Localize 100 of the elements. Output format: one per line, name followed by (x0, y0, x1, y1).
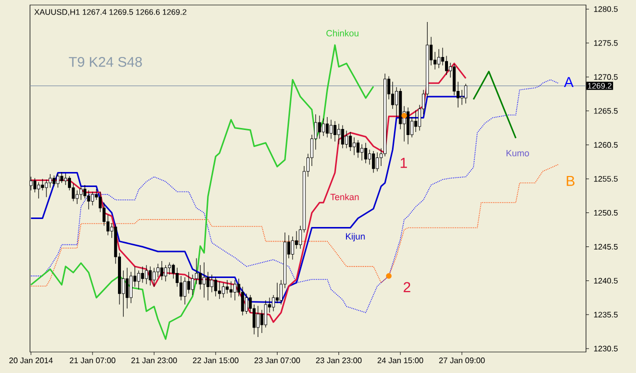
candlestick (64, 173, 68, 186)
x-tick-label: 23 Jan 07:00 (254, 358, 300, 364)
annotation: A (564, 77, 574, 87)
y-tick-label: 1270.5 (594, 74, 618, 80)
candlestick (141, 266, 144, 284)
x-tick-label: 24 Jan 15:00 (378, 358, 424, 364)
candlestick (76, 190, 79, 204)
annotation: T9 K24 S48 (68, 56, 142, 67)
candlestick (230, 281, 233, 298)
candlestick (318, 115, 322, 140)
x-tick-label: 22 Jan 15:00 (192, 358, 238, 364)
candlestick (226, 280, 229, 294)
candlestick (33, 178, 36, 193)
candlestick (333, 120, 336, 142)
candlestick (360, 144, 364, 161)
candlestick (214, 277, 218, 297)
candlestick (356, 140, 360, 158)
candlestick (37, 182, 40, 199)
annotation: Kumo (506, 150, 529, 156)
candlestick (364, 142, 368, 164)
annotation: Kijun (346, 232, 365, 242)
x-tick-label: 21 Jan 07:00 (70, 358, 116, 364)
candlestick (80, 186, 82, 200)
x-tick-label: 21 Jan 23:00 (131, 358, 177, 364)
y-tick-label: 1265.5 (594, 108, 618, 114)
candlestick (264, 300, 268, 328)
candlestick (91, 191, 94, 206)
candlestick (87, 190, 90, 210)
y-tick-label: 1230.5 (594, 346, 618, 352)
candlestick (60, 172, 64, 184)
candlestick (337, 124, 340, 145)
candlestick (233, 280, 236, 301)
candlestick (437, 48, 440, 68)
candlestick (414, 110, 418, 132)
candlestick (41, 178, 44, 191)
candlestick (348, 132, 352, 152)
candlestick (52, 175, 56, 187)
candlestick (460, 90, 464, 106)
candlestick (148, 266, 152, 286)
y-tick-label: 1250.5 (594, 210, 618, 216)
annotation: Chinkou (326, 30, 358, 36)
candlestick (291, 236, 294, 260)
candlestick (210, 274, 214, 293)
candlestick (130, 272, 132, 304)
y-tick-label: 1275.5 (594, 40, 618, 46)
ref-line-label: 1269.2 (588, 82, 612, 89)
candlestick (126, 268, 129, 309)
chart-title: XAUUSD,H1 1267.4 1269.5 1266.6 1269.2 (34, 9, 186, 16)
candlestick (83, 184, 86, 199)
candlestick (276, 282, 279, 304)
candlestick (198, 264, 202, 290)
candlestick (256, 306, 260, 338)
candlestick (372, 150, 375, 174)
x-tick-label: 20 Jan 2014 (9, 358, 53, 364)
candlestick (241, 286, 244, 316)
candlestick (206, 272, 210, 301)
candlestick (326, 116, 329, 138)
candlestick (244, 293, 248, 314)
candlestick (345, 130, 348, 149)
candlestick (183, 277, 186, 305)
line-series (30, 79, 559, 314)
candlestick (156, 263, 160, 278)
candlestick (222, 282, 225, 298)
x-tick-label: 23 Jan 23:00 (316, 358, 362, 364)
annotation: Tenkan (330, 194, 359, 200)
candlestick (341, 124, 344, 149)
candlestick (164, 264, 168, 282)
candlestick (218, 281, 221, 300)
annotation: 2 (404, 282, 410, 292)
candlestick (44, 179, 48, 198)
candlestick (152, 268, 156, 288)
line-series (30, 44, 374, 340)
annotation: 1 (400, 158, 407, 168)
y-tick-label: 1280.5 (594, 6, 618, 12)
candlestick (144, 264, 148, 284)
candlestick (180, 276, 183, 301)
y-tick-label: 1240.5 (594, 278, 618, 284)
candlestick (330, 119, 333, 140)
candlestick (137, 270, 140, 290)
y-tick-label: 1255.5 (594, 176, 618, 182)
candlestick (187, 272, 190, 294)
candlestick (56, 173, 60, 188)
candlestick (202, 262, 206, 298)
candlestick (172, 263, 175, 279)
candlestick (376, 152, 379, 172)
candlestick (191, 274, 194, 296)
y-tick-label: 1260.5 (594, 142, 618, 148)
annotation: B (566, 176, 574, 186)
x-tick-label: 27 Jan 09:00 (439, 358, 485, 364)
candlestick (48, 174, 52, 188)
candlestick (445, 56, 448, 76)
candlestick (168, 262, 171, 275)
candlestick (322, 118, 325, 136)
candlestick (368, 149, 372, 165)
candlestick (272, 294, 275, 312)
y-tick-label: 1235.5 (594, 312, 618, 318)
candlestick (406, 107, 410, 145)
y-tick-label: 1245.5 (594, 244, 618, 250)
candlestick (352, 137, 356, 156)
candlestick (160, 260, 164, 280)
